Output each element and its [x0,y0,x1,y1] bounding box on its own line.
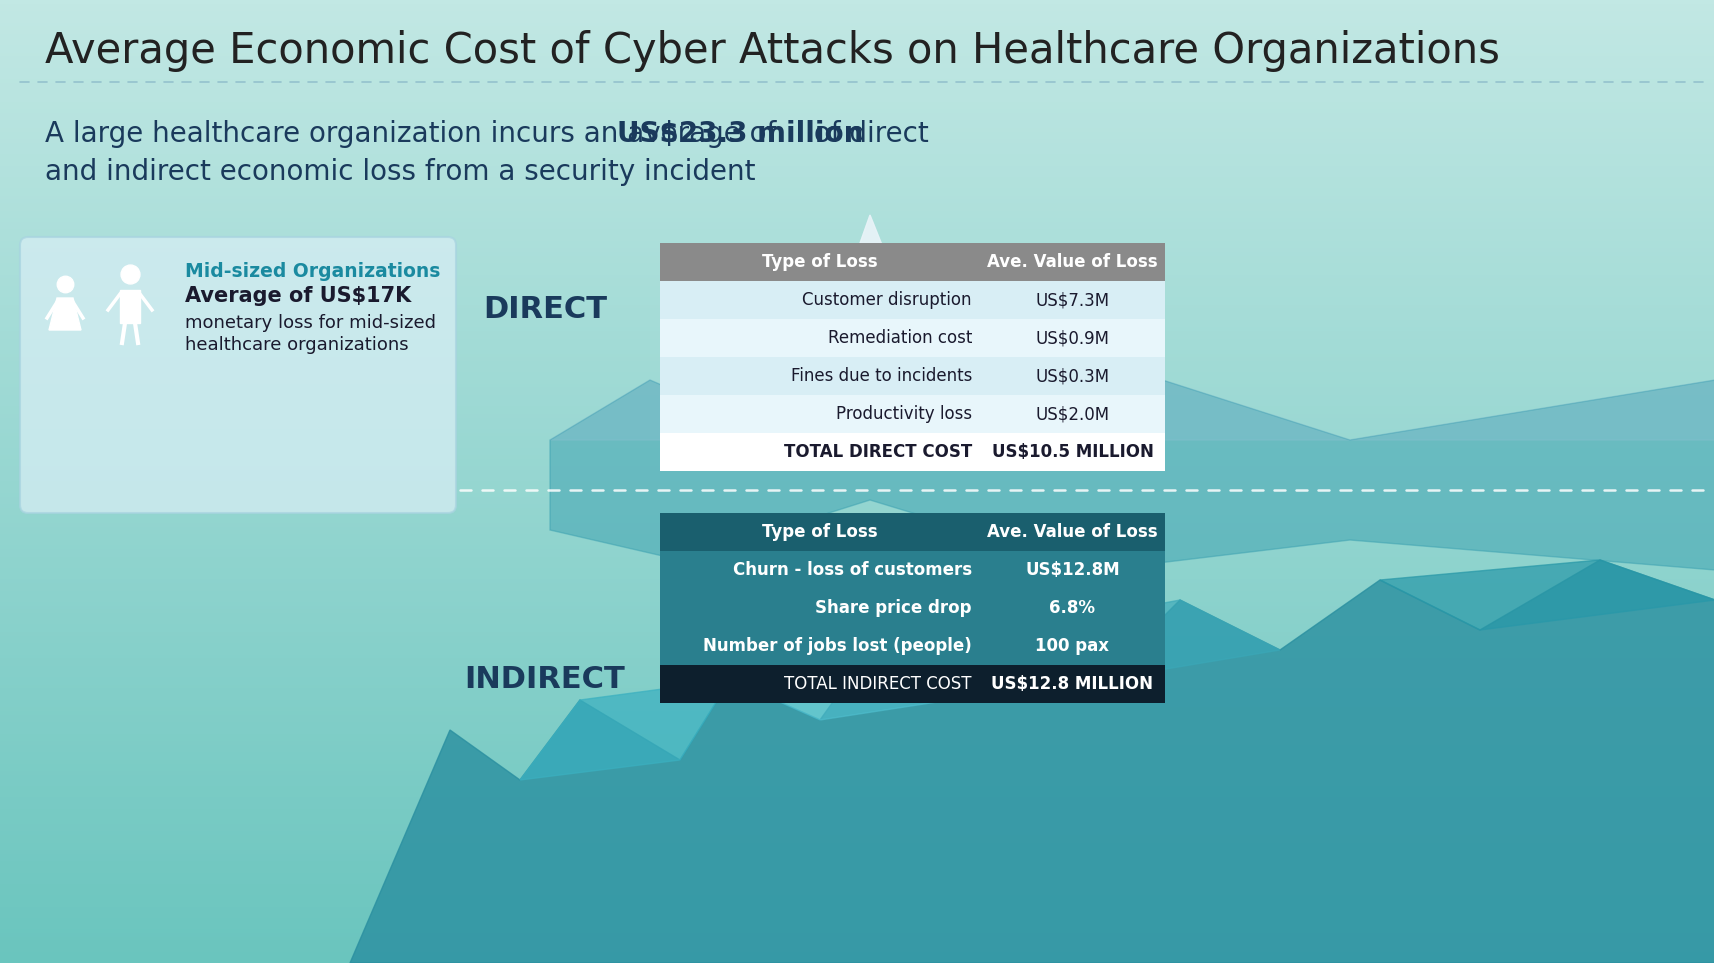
FancyBboxPatch shape [979,243,1164,281]
FancyBboxPatch shape [979,513,1164,551]
Text: Fines due to incidents: Fines due to incidents [790,367,972,385]
FancyBboxPatch shape [660,589,979,627]
Text: US$2.0M: US$2.0M [1035,405,1109,423]
Polygon shape [50,298,81,330]
FancyBboxPatch shape [660,665,979,703]
FancyBboxPatch shape [979,395,1164,433]
Text: Number of jobs lost (people): Number of jobs lost (people) [703,637,972,655]
FancyBboxPatch shape [660,513,979,551]
Text: 100 pax: 100 pax [1035,637,1109,655]
FancyBboxPatch shape [979,665,1164,703]
Text: US$12.8M: US$12.8M [1025,561,1119,579]
FancyBboxPatch shape [660,357,979,395]
FancyBboxPatch shape [660,433,979,471]
Text: Customer disruption: Customer disruption [802,291,972,309]
Text: Remediation cost: Remediation cost [828,329,972,347]
FancyBboxPatch shape [660,395,979,433]
FancyBboxPatch shape [660,319,979,357]
Text: Type of Loss: Type of Loss [761,253,878,271]
FancyBboxPatch shape [979,433,1164,471]
FancyBboxPatch shape [979,357,1164,395]
Text: DIRECT: DIRECT [483,295,607,324]
Polygon shape [120,290,141,323]
FancyBboxPatch shape [979,627,1164,665]
Text: US$7.3M: US$7.3M [1035,291,1109,309]
Polygon shape [550,215,1714,440]
Text: Productivity loss: Productivity loss [835,405,972,423]
Text: A large healthcare organization incurs an average of: A large healthcare organization incurs a… [45,120,785,148]
Text: Churn - loss of customers: Churn - loss of customers [732,561,972,579]
Polygon shape [350,560,1714,963]
Text: TOTAL DIRECT COST: TOTAL DIRECT COST [783,443,972,461]
FancyBboxPatch shape [660,243,979,281]
Polygon shape [519,680,730,780]
Text: Ave. Value of Loss: Ave. Value of Loss [987,523,1157,541]
Text: US$0.9M: US$0.9M [1035,329,1109,347]
Text: US$23.3 million: US$23.3 million [617,120,864,148]
FancyBboxPatch shape [660,281,979,319]
FancyBboxPatch shape [979,589,1164,627]
FancyBboxPatch shape [660,627,979,665]
Text: INDIRECT: INDIRECT [464,665,626,694]
Text: Mid-sized Organizations: Mid-sized Organizations [185,262,440,281]
Text: of direct: of direct [804,120,927,148]
Text: TOTAL INDIRECT COST: TOTAL INDIRECT COST [783,675,972,693]
Polygon shape [550,360,1714,570]
Text: Average of US$17K: Average of US$17K [185,286,411,306]
Text: healthcare organizations: healthcare organizations [185,336,408,354]
Polygon shape [730,680,950,720]
FancyBboxPatch shape [21,237,456,513]
FancyBboxPatch shape [660,551,979,589]
FancyBboxPatch shape [979,281,1164,319]
FancyBboxPatch shape [979,319,1164,357]
Text: Type of Loss: Type of Loss [761,523,878,541]
Text: Ave. Value of Loss: Ave. Value of Loss [987,253,1157,271]
Text: US$10.5 MILLION: US$10.5 MILLION [991,443,1154,461]
Text: 6.8%: 6.8% [1049,599,1095,617]
FancyBboxPatch shape [979,551,1164,589]
Text: and indirect economic loss from a security incident: and indirect economic loss from a securi… [45,158,756,186]
Text: US$0.3M: US$0.3M [1035,367,1109,385]
Text: US$12.8 MILLION: US$12.8 MILLION [991,675,1154,693]
Polygon shape [1020,600,1279,680]
Text: monetary loss for mid-sized: monetary loss for mid-sized [185,314,435,332]
Polygon shape [1380,560,1714,630]
Text: Share price drop: Share price drop [816,599,972,617]
Text: Average Economic Cost of Cyber Attacks on Healthcare Organizations: Average Economic Cost of Cyber Attacks o… [45,30,1500,72]
Polygon shape [790,215,960,440]
